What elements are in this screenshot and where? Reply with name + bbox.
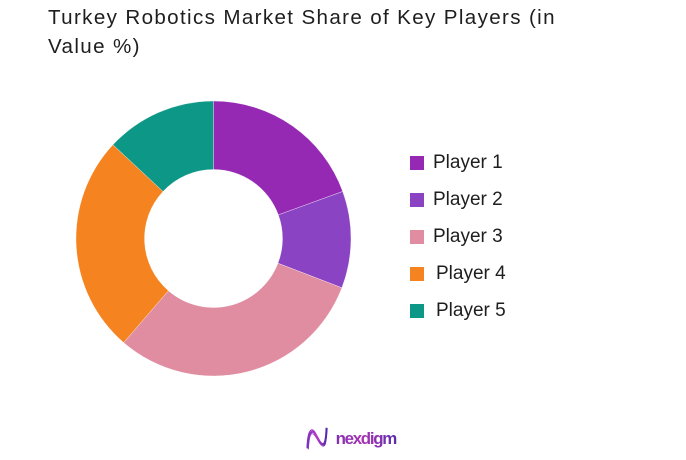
- svg-text:nexdigm: nexdigm: [336, 429, 397, 448]
